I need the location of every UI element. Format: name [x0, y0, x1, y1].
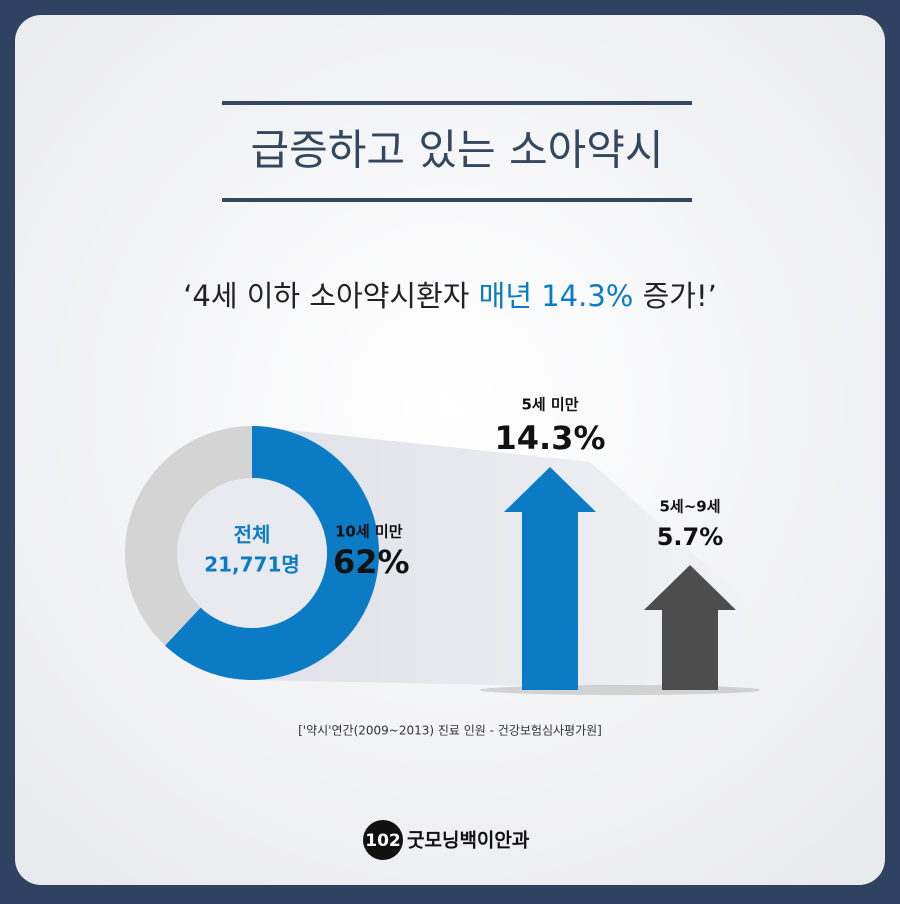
arrow — [644, 565, 736, 690]
arrow-category: 5세 미만 — [521, 395, 578, 413]
logo-name: 굿모닝백이안과 — [407, 830, 530, 852]
donut-slice — [165, 426, 379, 680]
subtitle-part: ‘4세 이하 소아약시환자 — [183, 279, 478, 313]
center-label: 전체 — [234, 523, 271, 547]
logo-mark — [363, 820, 403, 860]
title: 급증하고 있는 소아약시 — [250, 126, 663, 175]
subtitle: ‘4세 이하 소아약시환자 매년 14.3% 증가!’ — [183, 279, 717, 313]
subtitle-highlight: 매년 14.3% — [479, 279, 634, 313]
logo-number: 102 — [365, 831, 401, 851]
subtitle-part: 증가!’ — [633, 279, 716, 313]
charts: 전체 21,771명 10세 미만 62% 14.3% 5세 미만 5.7% 5세~9세 — [125, 395, 736, 690]
arrow-value: 14.3% — [494, 419, 605, 457]
arrow — [504, 466, 596, 690]
slice-category: 10세 미만 — [335, 523, 403, 541]
donut-hole — [177, 478, 327, 628]
center-label: 21,771명 — [204, 553, 300, 577]
arrow-category: 5세~9세 — [659, 498, 720, 516]
source: ['약시'연간(2009~2013) 진료 인원 - 건강보험심사평가원] — [298, 723, 602, 738]
slice-label: 62% — [333, 543, 410, 581]
funnel — [252, 426, 745, 690]
arrow-value: 5.7% — [657, 523, 724, 551]
